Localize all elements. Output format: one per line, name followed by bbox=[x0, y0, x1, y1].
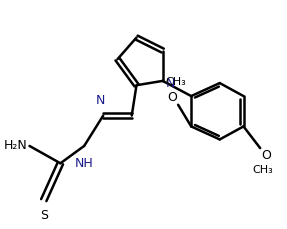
Text: NH: NH bbox=[75, 157, 94, 170]
Text: CH₃: CH₃ bbox=[165, 77, 186, 87]
Text: O: O bbox=[167, 91, 177, 104]
Text: H₂N: H₂N bbox=[3, 139, 27, 153]
Text: S: S bbox=[40, 209, 48, 222]
Text: N: N bbox=[96, 94, 106, 107]
Text: O: O bbox=[261, 149, 271, 162]
Text: N: N bbox=[166, 76, 176, 90]
Text: CH₃: CH₃ bbox=[252, 165, 273, 175]
